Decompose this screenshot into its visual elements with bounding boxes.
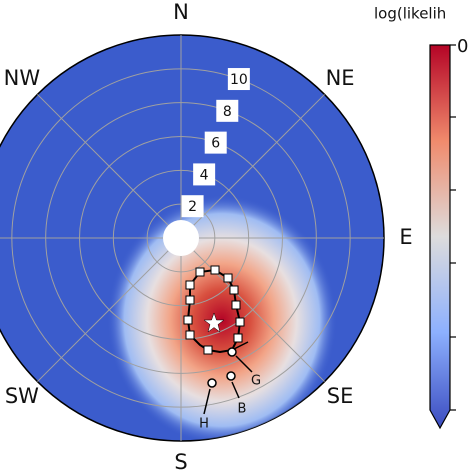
r-tick-box	[216, 99, 239, 122]
colorbar-tick-label: 0	[457, 36, 468, 57]
grid-ring	[11, 68, 351, 408]
direction-label: S	[174, 450, 187, 474]
r-tick-label: 2	[188, 199, 197, 215]
r-tick-box	[193, 163, 216, 186]
r-tick-label: 10	[230, 72, 248, 88]
r-tick-label: 6	[211, 136, 220, 152]
grid-ring	[146, 203, 216, 273]
grid-ring	[112, 169, 250, 307]
colorbar	[429, 44, 451, 430]
r-tick-label: 4	[200, 167, 209, 183]
annotation-label: G	[251, 374, 261, 389]
grid-ring	[79, 136, 283, 340]
direction-label: NE	[326, 66, 355, 90]
annotation-label: H	[199, 417, 209, 432]
grid-ring	[45, 102, 317, 374]
r-tick-label: 8	[223, 104, 232, 120]
direction-label: SW	[5, 384, 39, 408]
direction-label: E	[399, 225, 412, 249]
direction-label: NW	[4, 66, 41, 90]
center-hole	[163, 220, 199, 256]
direction-label: SE	[327, 384, 354, 408]
annotation-points	[203, 347, 253, 415]
colorbar-minor-ticks	[450, 116, 456, 411]
grid	[0, 35, 384, 441]
r-tick-box	[181, 195, 204, 218]
r-tick-box	[227, 68, 250, 91]
direction-label: N	[173, 0, 189, 24]
contour	[183, 265, 249, 355]
r-tick-box	[204, 131, 227, 154]
colorbar-title: log(likelih	[374, 5, 446, 23]
annotation-label: B	[238, 402, 247, 417]
